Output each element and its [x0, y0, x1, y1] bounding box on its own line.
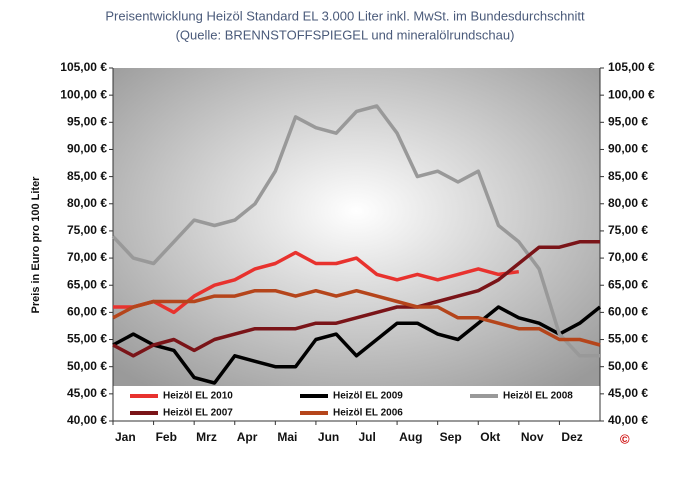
y2-tick-label: 40,00 €: [608, 413, 648, 427]
y-tick-label: 100,00 €: [60, 87, 107, 101]
y2-tick-label: 105,00 €: [608, 60, 655, 74]
y-tick-label: 95,00 €: [67, 114, 107, 128]
legend-label: Heizöl EL 2006: [333, 408, 403, 419]
x-tick-label: Jul: [359, 430, 376, 444]
chart-subtitle: (Quelle: BRENNSTOFFSPIEGEL und mineralöl…: [176, 27, 515, 42]
y2-tick-label: 50,00 €: [608, 359, 648, 373]
y-tick-label: 85,00 €: [67, 169, 107, 183]
x-tick-label: Jan: [115, 430, 136, 444]
y2-tick-label: 75,00 €: [608, 223, 648, 237]
y-tick-label: 55,00 €: [67, 332, 107, 346]
y2-tick-label: 60,00 €: [608, 305, 648, 319]
x-tick-label: Aug: [399, 430, 422, 444]
y2-tick-label: 90,00 €: [608, 142, 648, 156]
legend-label: Heizöl EL 2007: [163, 408, 233, 419]
series-line: [112, 240, 600, 358]
x-tick-label: Jun: [318, 430, 339, 444]
y2-tick-label: 80,00 €: [608, 196, 648, 210]
y-tick-label: 90,00 €: [67, 142, 107, 156]
x-tick-label: Feb: [156, 430, 177, 444]
y2-tick-label: 45,00 €: [608, 386, 648, 400]
y2-tick-label: 100,00 €: [608, 87, 655, 101]
y-tick-label: 105,00 €: [60, 60, 107, 74]
x-tick-label: Sep: [440, 430, 462, 444]
y2-tick-label: 65,00 €: [608, 277, 648, 291]
y-tick-label: 65,00 €: [67, 277, 107, 291]
y-axis-label: Preis in Euro pro 100 Liter: [30, 176, 42, 314]
y2-tick-label: 95,00 €: [608, 114, 648, 128]
x-tick-label: Mai: [277, 430, 297, 444]
x-tick-label: Mrz: [196, 430, 217, 444]
y-tick-label: 75,00 €: [67, 223, 107, 237]
series-line: [112, 305, 602, 385]
y2-tick-label: 85,00 €: [608, 169, 648, 183]
x-tick-label: Nov: [521, 430, 544, 444]
series-line: [111, 104, 600, 358]
legend-label: Heizöl EL 2010: [163, 391, 233, 402]
y-tick-label: 60,00 €: [67, 305, 107, 319]
legend-label: Heizöl EL 2009: [333, 391, 403, 402]
y-tick-label: 70,00 €: [67, 250, 107, 264]
series-line: [113, 250, 520, 315]
series-line: [112, 288, 601, 347]
x-tick-label: Okt: [480, 430, 500, 444]
y-tick-label: 40,00 €: [67, 413, 107, 427]
y2-tick-label: 70,00 €: [608, 250, 648, 264]
y-tick-label: 45,00 €: [67, 386, 107, 400]
y-tick-label: 50,00 €: [67, 359, 107, 373]
x-tick-label: Dez: [561, 430, 582, 444]
legend-label: Heizöl EL 2008: [503, 391, 573, 402]
plot-background: [113, 68, 600, 386]
y-tick-label: 80,00 €: [67, 196, 107, 210]
copyright: ©: [620, 431, 630, 446]
chart-title: Preisentwicklung Heizöl Standard EL 3.00…: [105, 8, 585, 23]
x-tick-label: Apr: [237, 430, 258, 444]
y2-tick-label: 55,00 €: [608, 332, 648, 346]
